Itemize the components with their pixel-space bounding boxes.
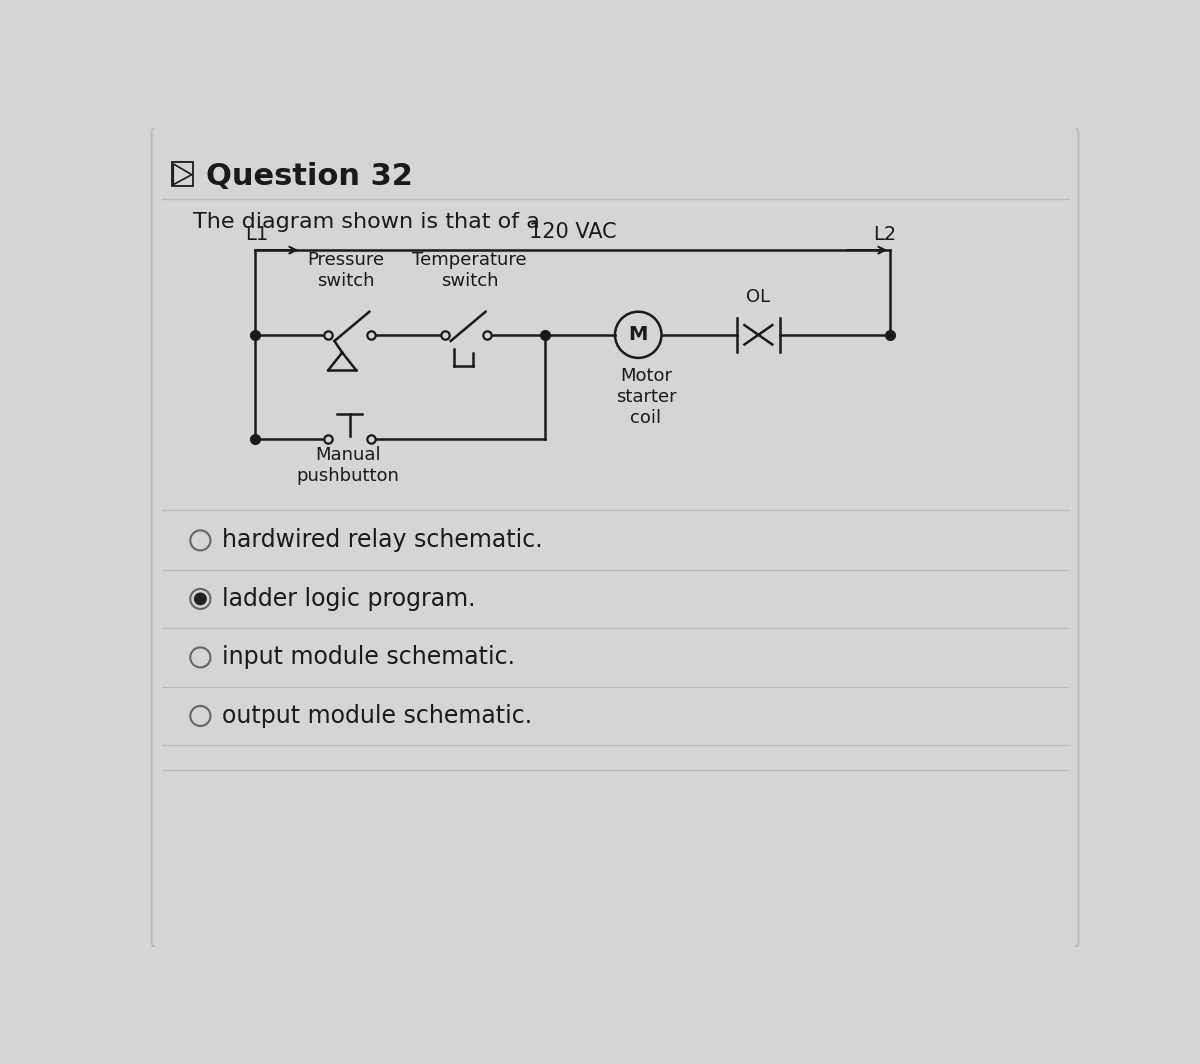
Text: Manual
pushbutton: Manual pushbutton bbox=[296, 447, 400, 485]
Text: Motor
starter
coil: Motor starter coil bbox=[616, 367, 677, 427]
Text: input module schematic.: input module schematic. bbox=[222, 646, 515, 669]
Text: ladder logic program.: ladder logic program. bbox=[222, 587, 475, 611]
Text: L2: L2 bbox=[874, 225, 896, 244]
Text: L1: L1 bbox=[245, 225, 269, 244]
Text: output module schematic.: output module schematic. bbox=[222, 704, 533, 728]
Text: OL: OL bbox=[746, 287, 770, 305]
Text: Pressure
switch: Pressure switch bbox=[307, 251, 384, 290]
Circle shape bbox=[194, 593, 206, 604]
Text: 120 VAC: 120 VAC bbox=[528, 222, 616, 243]
Text: hardwired relay schematic.: hardwired relay schematic. bbox=[222, 529, 542, 552]
FancyBboxPatch shape bbox=[151, 127, 1079, 948]
Bar bbox=[172, 162, 193, 186]
Text: The diagram shown is that of a: The diagram shown is that of a bbox=[193, 212, 540, 232]
Text: M: M bbox=[629, 326, 648, 345]
Text: Question 32: Question 32 bbox=[206, 162, 413, 190]
Text: Temperature
switch: Temperature switch bbox=[413, 251, 527, 290]
